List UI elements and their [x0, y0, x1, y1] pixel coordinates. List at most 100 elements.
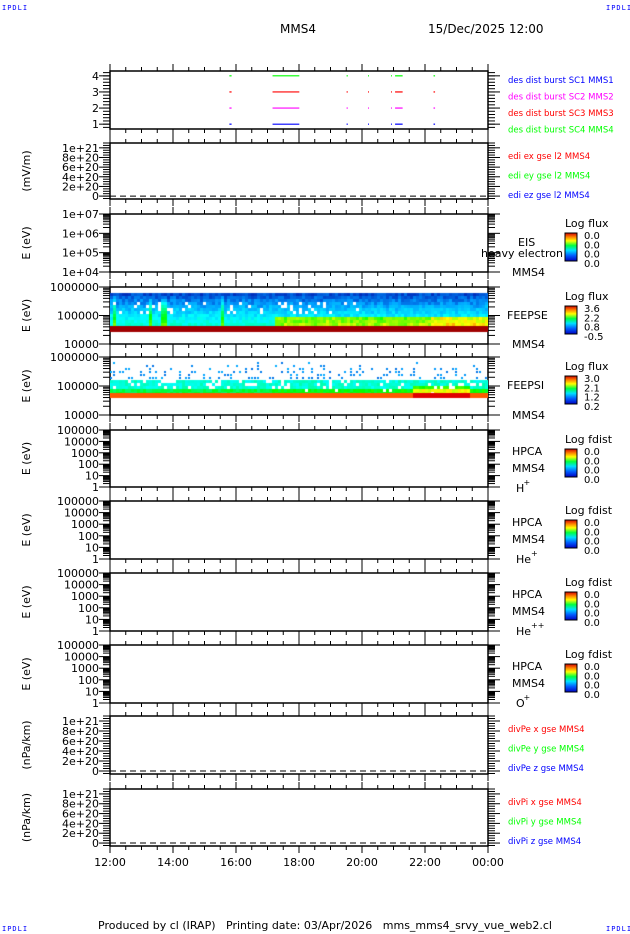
y-tick-label: 1000000	[50, 351, 99, 364]
spacecraft-label: MMS4	[512, 605, 545, 618]
y-tick-label: 10	[85, 685, 99, 698]
instrument-label: HPCA	[512, 660, 543, 673]
y-tick-label: 3	[92, 86, 99, 99]
y-axis-label: E (eV)	[20, 226, 33, 259]
y-tick-label: 1000	[71, 447, 99, 460]
y-axis-label: (nPa/km)	[20, 720, 33, 769]
legend-label: des dist burst SC3 MMS3	[508, 109, 614, 119]
colorbar-tick-label: 1.2	[584, 393, 600, 404]
colorbar	[564, 232, 578, 262]
colorbar-tick-label: 0.0	[584, 259, 600, 270]
y-tick-label: 10	[85, 470, 99, 483]
y-tick-label: 10	[85, 613, 99, 626]
species-label: H	[516, 482, 524, 495]
y-tick-label: 10000	[64, 435, 99, 448]
instrument-label: HPCA	[512, 445, 543, 458]
y-axis-label: (nPa/km)	[20, 793, 33, 842]
y-tick-label: 1e+07	[62, 208, 99, 221]
y-tick-label: 1e+21	[62, 788, 99, 801]
y-tick-label: 1	[92, 481, 99, 494]
colorbar-title: Log flux	[565, 217, 609, 230]
colorbar-tick-label: 0.0	[584, 599, 600, 610]
species-label: O	[516, 697, 525, 710]
spacecraft-label: MMS4	[512, 462, 545, 475]
species-charge-label: +	[524, 478, 531, 487]
colorbar-tick-label: 0.0	[584, 609, 600, 620]
colorbar-tick-label: 0.0	[584, 456, 600, 467]
spacecraft-label: MMS4	[512, 409, 545, 422]
instrument-label: FEEPSE	[507, 309, 548, 322]
colorbar-tick-label: 0.0	[584, 231, 600, 242]
colorbar-title: Log fdist	[565, 648, 613, 661]
colorbar	[564, 591, 578, 621]
panel-0: 4 3 2 1 des dist burst SC1 MMS1 des dist burs…	[92, 64, 614, 136]
colorbar-tick-label: 0.8	[584, 323, 600, 334]
colorbar-tick-label: 3.6	[584, 304, 600, 315]
y-tick-label: 4e+20	[62, 745, 99, 758]
colorbar-title: Log flux	[565, 360, 609, 373]
y-tick-label: 1000	[71, 590, 99, 603]
plot-datetime: 15/Dec/2025 12:00	[428, 22, 544, 36]
colorbar-tick-label: 0.0	[584, 447, 600, 458]
y-tick-label: 100	[78, 674, 99, 687]
instrument-subtitle: heavy electron t0	[481, 247, 578, 260]
instrument-label: HPCA	[512, 588, 543, 601]
colorbar	[564, 663, 578, 693]
colorbar-tick-label: 0.0	[584, 662, 600, 673]
y-axis-label: E (eV)	[20, 369, 33, 402]
legend-label: edi ey gse l2 MMS4	[508, 172, 590, 182]
colorbar-tick-label: 0.0	[584, 518, 600, 529]
legend-label: divPi z gse MMS4	[508, 837, 581, 847]
y-tick-label: 1	[92, 118, 99, 131]
legend-label: divPe x gse MMS4	[508, 725, 585, 735]
colorbar-title: Log fdist	[565, 504, 613, 517]
spacecraft-label: MMS4	[512, 533, 545, 546]
panel-frame	[109, 572, 489, 632]
y-tick-label: 0	[92, 837, 99, 850]
colorbar-tick-label: 0.0	[584, 681, 600, 692]
colorbar-tick-label: 3.0	[584, 374, 600, 385]
x-tick-label: 18:00	[283, 856, 315, 869]
legend-label: edi ez gse l2 MMS4	[508, 191, 590, 201]
y-tick-label: 0	[92, 190, 99, 203]
y-tick-label: 8e+20	[62, 725, 99, 738]
y-tick-label: 1e+04	[62, 266, 99, 279]
species-charge-label: +	[524, 693, 531, 702]
feepse-spectrogram	[110, 287, 488, 344]
x-tick-label: 20:00	[346, 856, 378, 869]
y-tick-label: 1e+21	[62, 715, 99, 728]
y-tick-label: 8e+20	[62, 798, 99, 811]
footer: Produced by cl (IRAP) Printing date: 03/…	[0, 919, 630, 932]
colorbar-tick-label: 0.0	[584, 475, 600, 486]
panel-frame	[109, 500, 489, 560]
y-tick-label: 100000	[57, 495, 99, 508]
y-tick-label: 100000	[57, 567, 99, 580]
y-axis-label: E (eV)	[20, 585, 33, 618]
y-tick-label: 1e+21	[62, 142, 99, 155]
legend-label: divPi y gse MMS4	[508, 818, 582, 828]
x-tick-label: 16:00	[220, 856, 252, 869]
y-tick-label: 10000	[64, 651, 99, 664]
y-tick-label: 4e+20	[62, 171, 99, 184]
colorbar	[564, 519, 578, 549]
colorbar-tick-label: 0.0	[584, 618, 600, 629]
legend-label: divPe z gse MMS4	[508, 764, 584, 774]
x-tick-label: 00:00	[472, 856, 504, 869]
y-tick-label: 1000	[71, 662, 99, 675]
panel-frame	[109, 644, 489, 704]
legend-label: des dist burst SC2 MMS2	[508, 93, 614, 103]
y-tick-label: 1	[92, 625, 99, 638]
y-tick-label: 4e+20	[62, 817, 99, 830]
spacecraft-label: MMS4	[512, 266, 545, 279]
y-axis-label: E (eV)	[20, 442, 33, 475]
y-axis-label: E (eV)	[20, 299, 33, 332]
footer-printing-date: Printing date: 03/Apr/2026	[226, 919, 373, 932]
y-tick-label: 1e+06	[62, 227, 99, 240]
y-tick-label: 1	[92, 697, 99, 710]
